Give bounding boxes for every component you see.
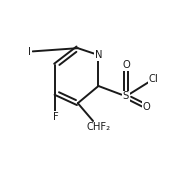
Text: S: S bbox=[123, 91, 129, 101]
Text: O: O bbox=[143, 102, 150, 112]
Text: N: N bbox=[95, 50, 102, 60]
Text: I: I bbox=[28, 47, 31, 57]
Text: Cl: Cl bbox=[149, 74, 158, 84]
Text: F: F bbox=[53, 112, 58, 122]
Text: CHF₂: CHF₂ bbox=[86, 122, 111, 132]
Text: O: O bbox=[122, 60, 130, 70]
